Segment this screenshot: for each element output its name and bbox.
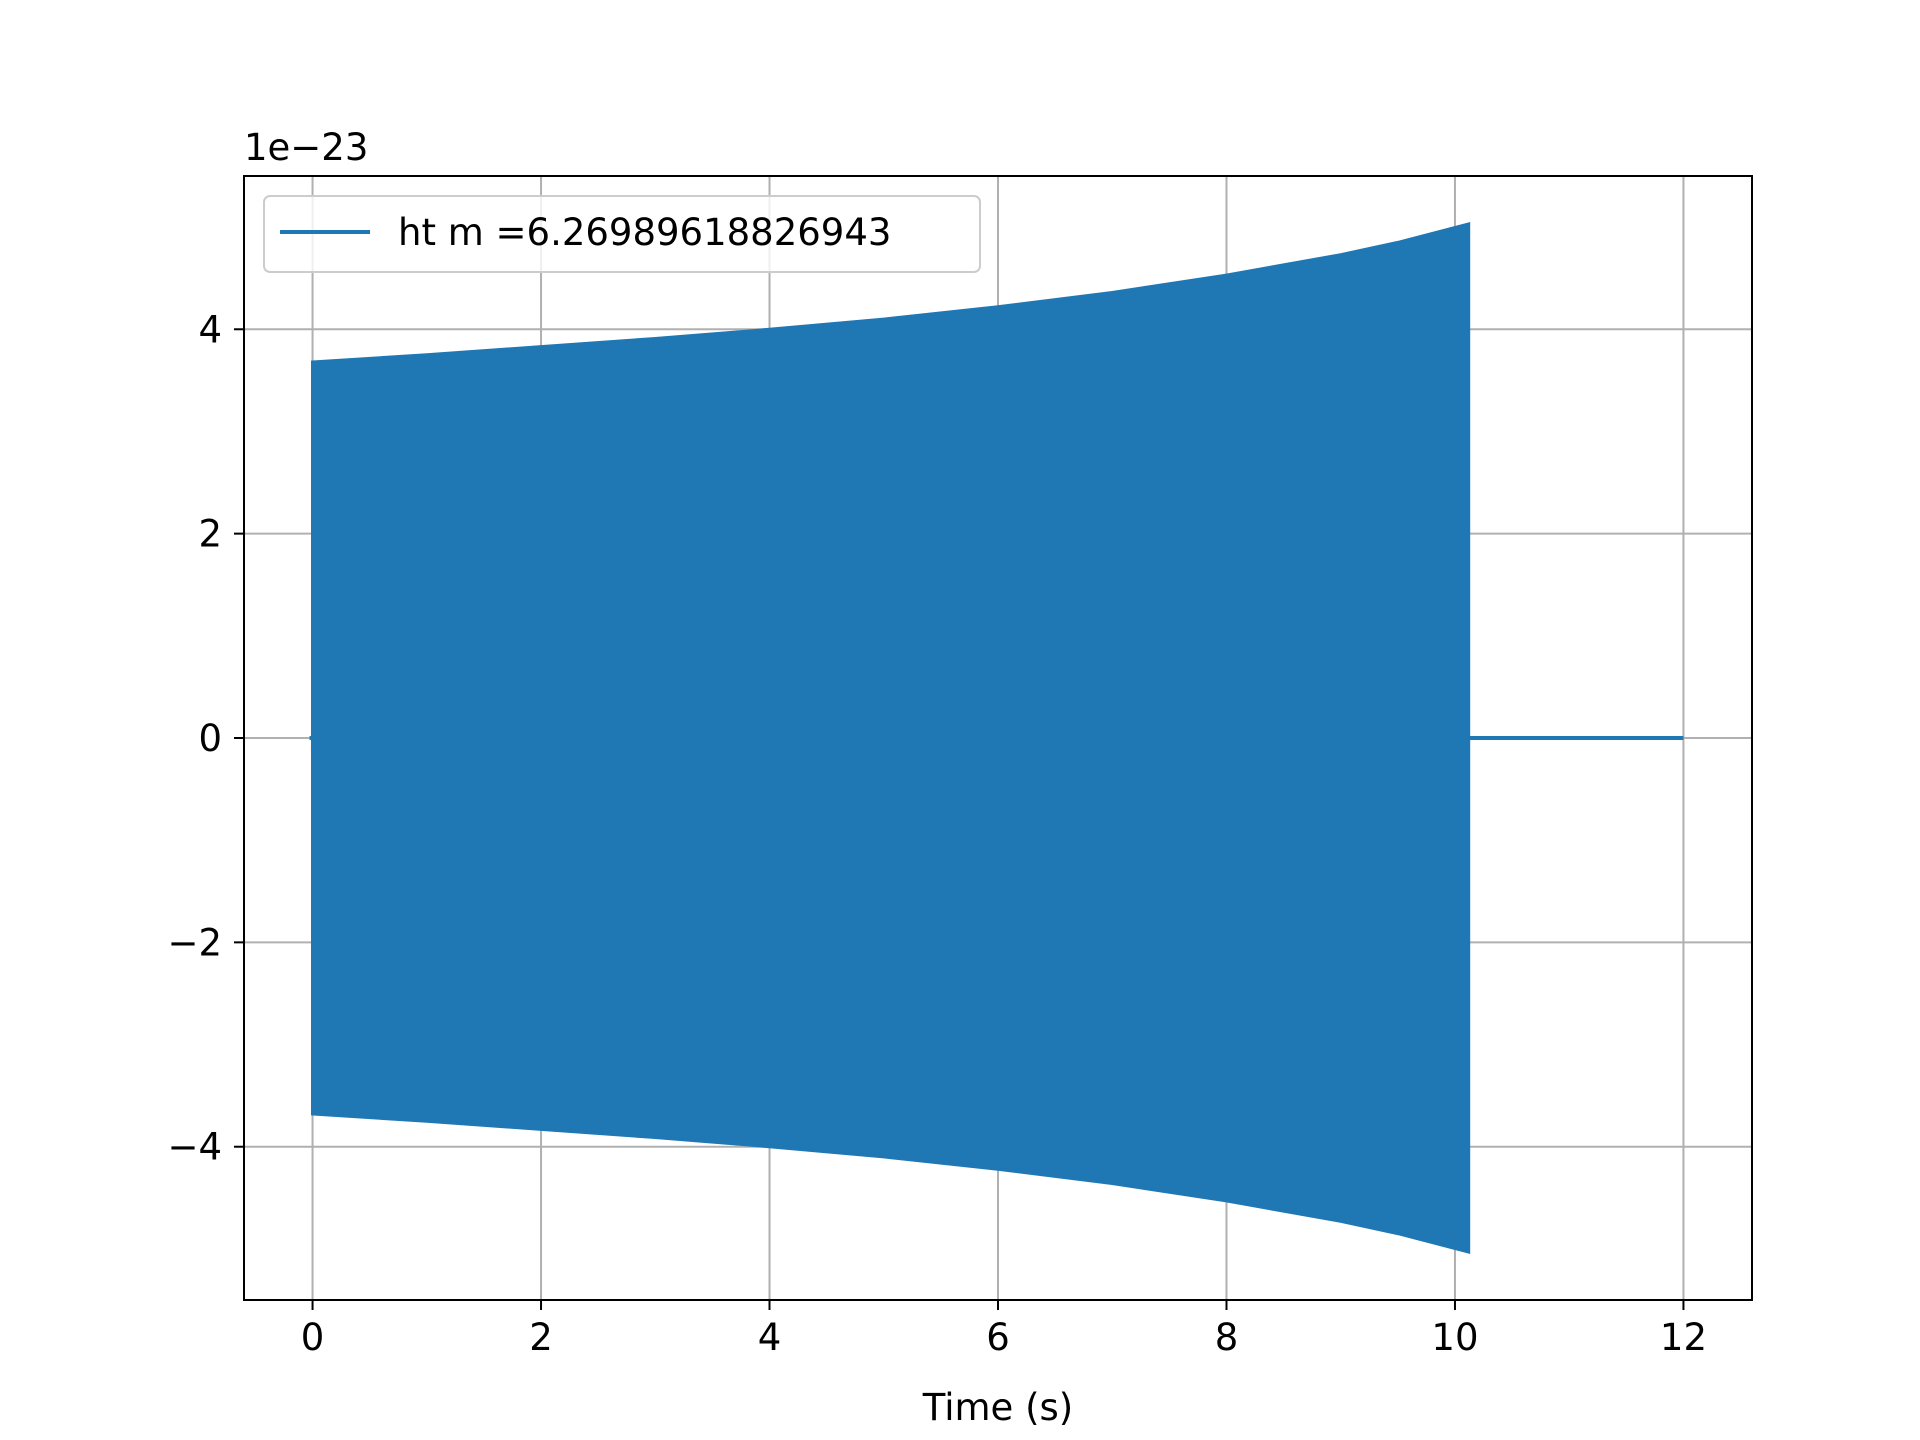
legend: ht m =6.26989618826943 [263,195,981,273]
x-tick-label: 10 [1431,1316,1478,1359]
y-tick-label: 0 [198,717,222,760]
y-axis-multiplier: 1e−23 [244,126,368,169]
y-tick-label: 4 [198,308,222,351]
x-tick-label: 12 [1660,1316,1707,1359]
axis-ticks: 0 2 4 6 8 10 12 −4 −2 0 2 4 [167,308,1707,1359]
x-tick-label: 4 [758,1316,782,1359]
x-tick-label: 2 [529,1316,553,1359]
series-oscillation-envelope [311,222,1471,1254]
y-tick-label: 2 [198,513,222,556]
x-tick-label: 8 [1215,1316,1239,1359]
legend-entry-label: ht m =6.26989618826943 [398,211,891,254]
x-axis-label: Time (s) [922,1386,1073,1429]
y-tick-label: −4 [167,1126,222,1169]
series-plot-area [309,222,1684,1254]
y-tick-label: −2 [167,921,222,964]
x-tick-label: 0 [301,1316,325,1359]
x-tick-label: 6 [986,1316,1010,1359]
legend-box [263,195,981,273]
